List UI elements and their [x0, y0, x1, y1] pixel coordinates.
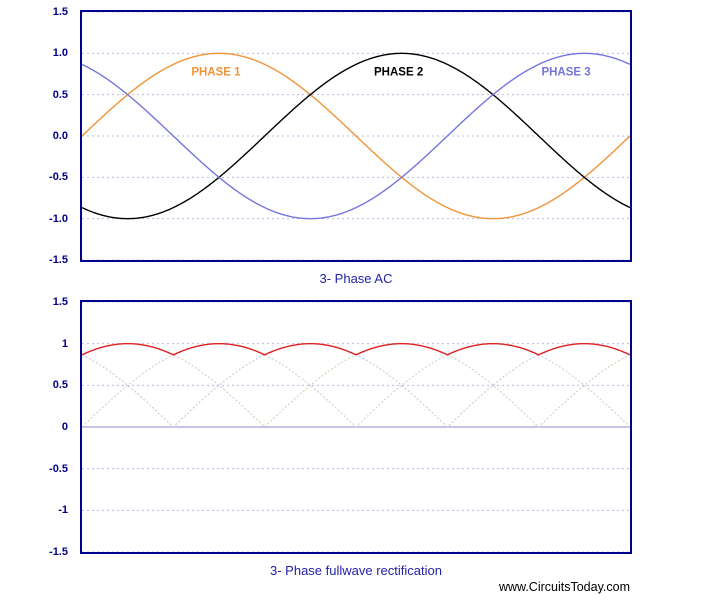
watermark: www.CircuitsToday.com — [498, 580, 630, 594]
y-tick-label: -1 — [58, 504, 68, 517]
y-tick-label: 1.5 — [52, 296, 68, 308]
series-phase-3 — [82, 52, 630, 220]
three-phase-rectification-waveforms-svg — [82, 302, 630, 552]
three-phase-ac-waveforms-svg: PHASE 1 PHASE 2 PHASE 3 — [82, 12, 630, 260]
series-rectified-output-6-pulse-envelope- — [82, 343, 630, 356]
three-phase-rectification-chart: 1.5 1 0.5 0 -0.5 -1 -1.5 3- Phase fullwave rec… — [49, 296, 632, 578]
three-phase-rectification-y-axis: 1.5 1 0.5 0 -0.5 -1 -1.5 — [30, 296, 76, 558]
y-tick-label: 0.5 — [52, 379, 68, 392]
y-tick-label: 1.0 — [52, 47, 68, 60]
series-phase-1 — [82, 52, 630, 220]
three-phase-ac-y-axis: 1.5 1.0 0.5 0.0 -0.5 -1.0 -1.5 — [30, 6, 76, 266]
phase-label: PHASE 1 — [191, 67, 241, 79]
chart-title-three-phase-rectification: 3- Phase fullwave rectification — [270, 563, 442, 578]
y-tick-label: 0.5 — [52, 88, 68, 101]
y-tick-label: -0.5 — [49, 171, 68, 184]
y-tick-label: -0.5 — [49, 462, 68, 475]
y-tick-label: 0.0 — [52, 130, 68, 142]
phase-label: PHASE 3 — [541, 67, 590, 79]
y-tick-label: 1 — [61, 337, 68, 350]
phase-label: PHASE 2 — [374, 67, 423, 79]
y-tick-label: 1.5 — [52, 6, 68, 18]
y-tick-label: 0 — [61, 421, 68, 433]
series-phase-2 — [82, 52, 630, 220]
chart-title-three-phase-ac: 3- Phase AC — [319, 271, 393, 286]
y-tick-label: -1.5 — [49, 546, 68, 558]
y-tick-label: -1.0 — [49, 212, 68, 225]
y-tick-label: -1.5 — [49, 254, 68, 266]
three-phase-rectification-plot-area: 1.5 1 0.5 0 -0.5 -1 -1.5 — [49, 296, 632, 558]
